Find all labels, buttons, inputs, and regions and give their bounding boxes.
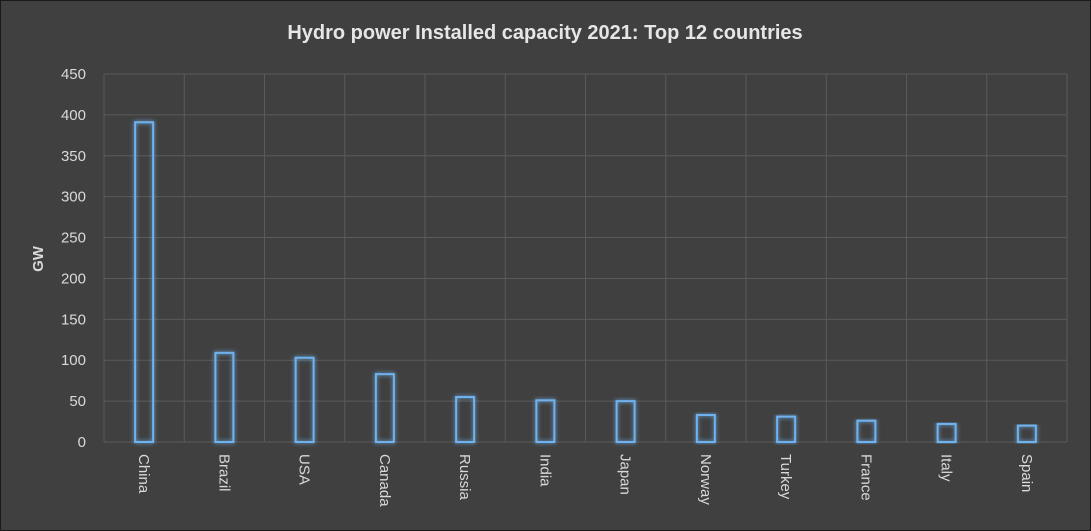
- x-tick-label: Japan: [617, 454, 634, 495]
- bar-japan: [615, 400, 636, 444]
- y-tick-label: 350: [61, 148, 86, 165]
- bar-norway: [695, 414, 716, 444]
- x-tick-label: Turkey: [777, 454, 794, 500]
- x-tick-label: India: [536, 454, 553, 487]
- bar-usa: [294, 356, 315, 443]
- y-tick-label: 100: [61, 352, 86, 369]
- bar-russia: [455, 396, 476, 443]
- bar-canada: [374, 373, 395, 444]
- y-tick-label: 400: [61, 107, 86, 124]
- x-tick-label: Norway: [697, 454, 714, 505]
- x-tick-label: Brazil: [215, 454, 232, 492]
- chart-title: Hydro power Installed capacity 2021: Top…: [287, 22, 802, 44]
- x-tick-label: Spain: [1018, 454, 1035, 492]
- x-tick-label: Russia: [456, 454, 473, 501]
- bar-france: [856, 419, 877, 443]
- y-tick-label: 150: [61, 311, 86, 328]
- bar-italy: [936, 423, 957, 443]
- y-tick-label: 250: [61, 230, 86, 247]
- bar-china: [134, 121, 155, 443]
- x-tick-label: France: [857, 454, 874, 501]
- bars: [134, 121, 1037, 444]
- x-tick-label: China: [135, 454, 152, 494]
- x-tick-label: Canada: [376, 454, 393, 507]
- x-axis-ticks: China Brazil USA Canada Russia India Japan Norw…: [135, 454, 1035, 507]
- y-tick-label: 200: [61, 270, 86, 287]
- bar-turkey: [776, 415, 797, 444]
- x-tick-label: Italy: [938, 454, 955, 482]
- bar-india: [535, 399, 556, 443]
- grid: [103, 73, 1068, 443]
- y-tick-label: 300: [61, 189, 86, 206]
- y-tick-label: 0: [78, 434, 86, 451]
- y-tick-label: 50: [69, 393, 86, 410]
- bar-brazil: [214, 351, 235, 443]
- bar-spain: [1016, 424, 1037, 443]
- y-tick-label: 450: [61, 66, 86, 83]
- x-tick-label: USA: [296, 454, 313, 485]
- y-axis-ticks: 0 50 100 150 200 250 300 350 400 450: [61, 66, 86, 451]
- y-axis-label: GW: [30, 245, 47, 272]
